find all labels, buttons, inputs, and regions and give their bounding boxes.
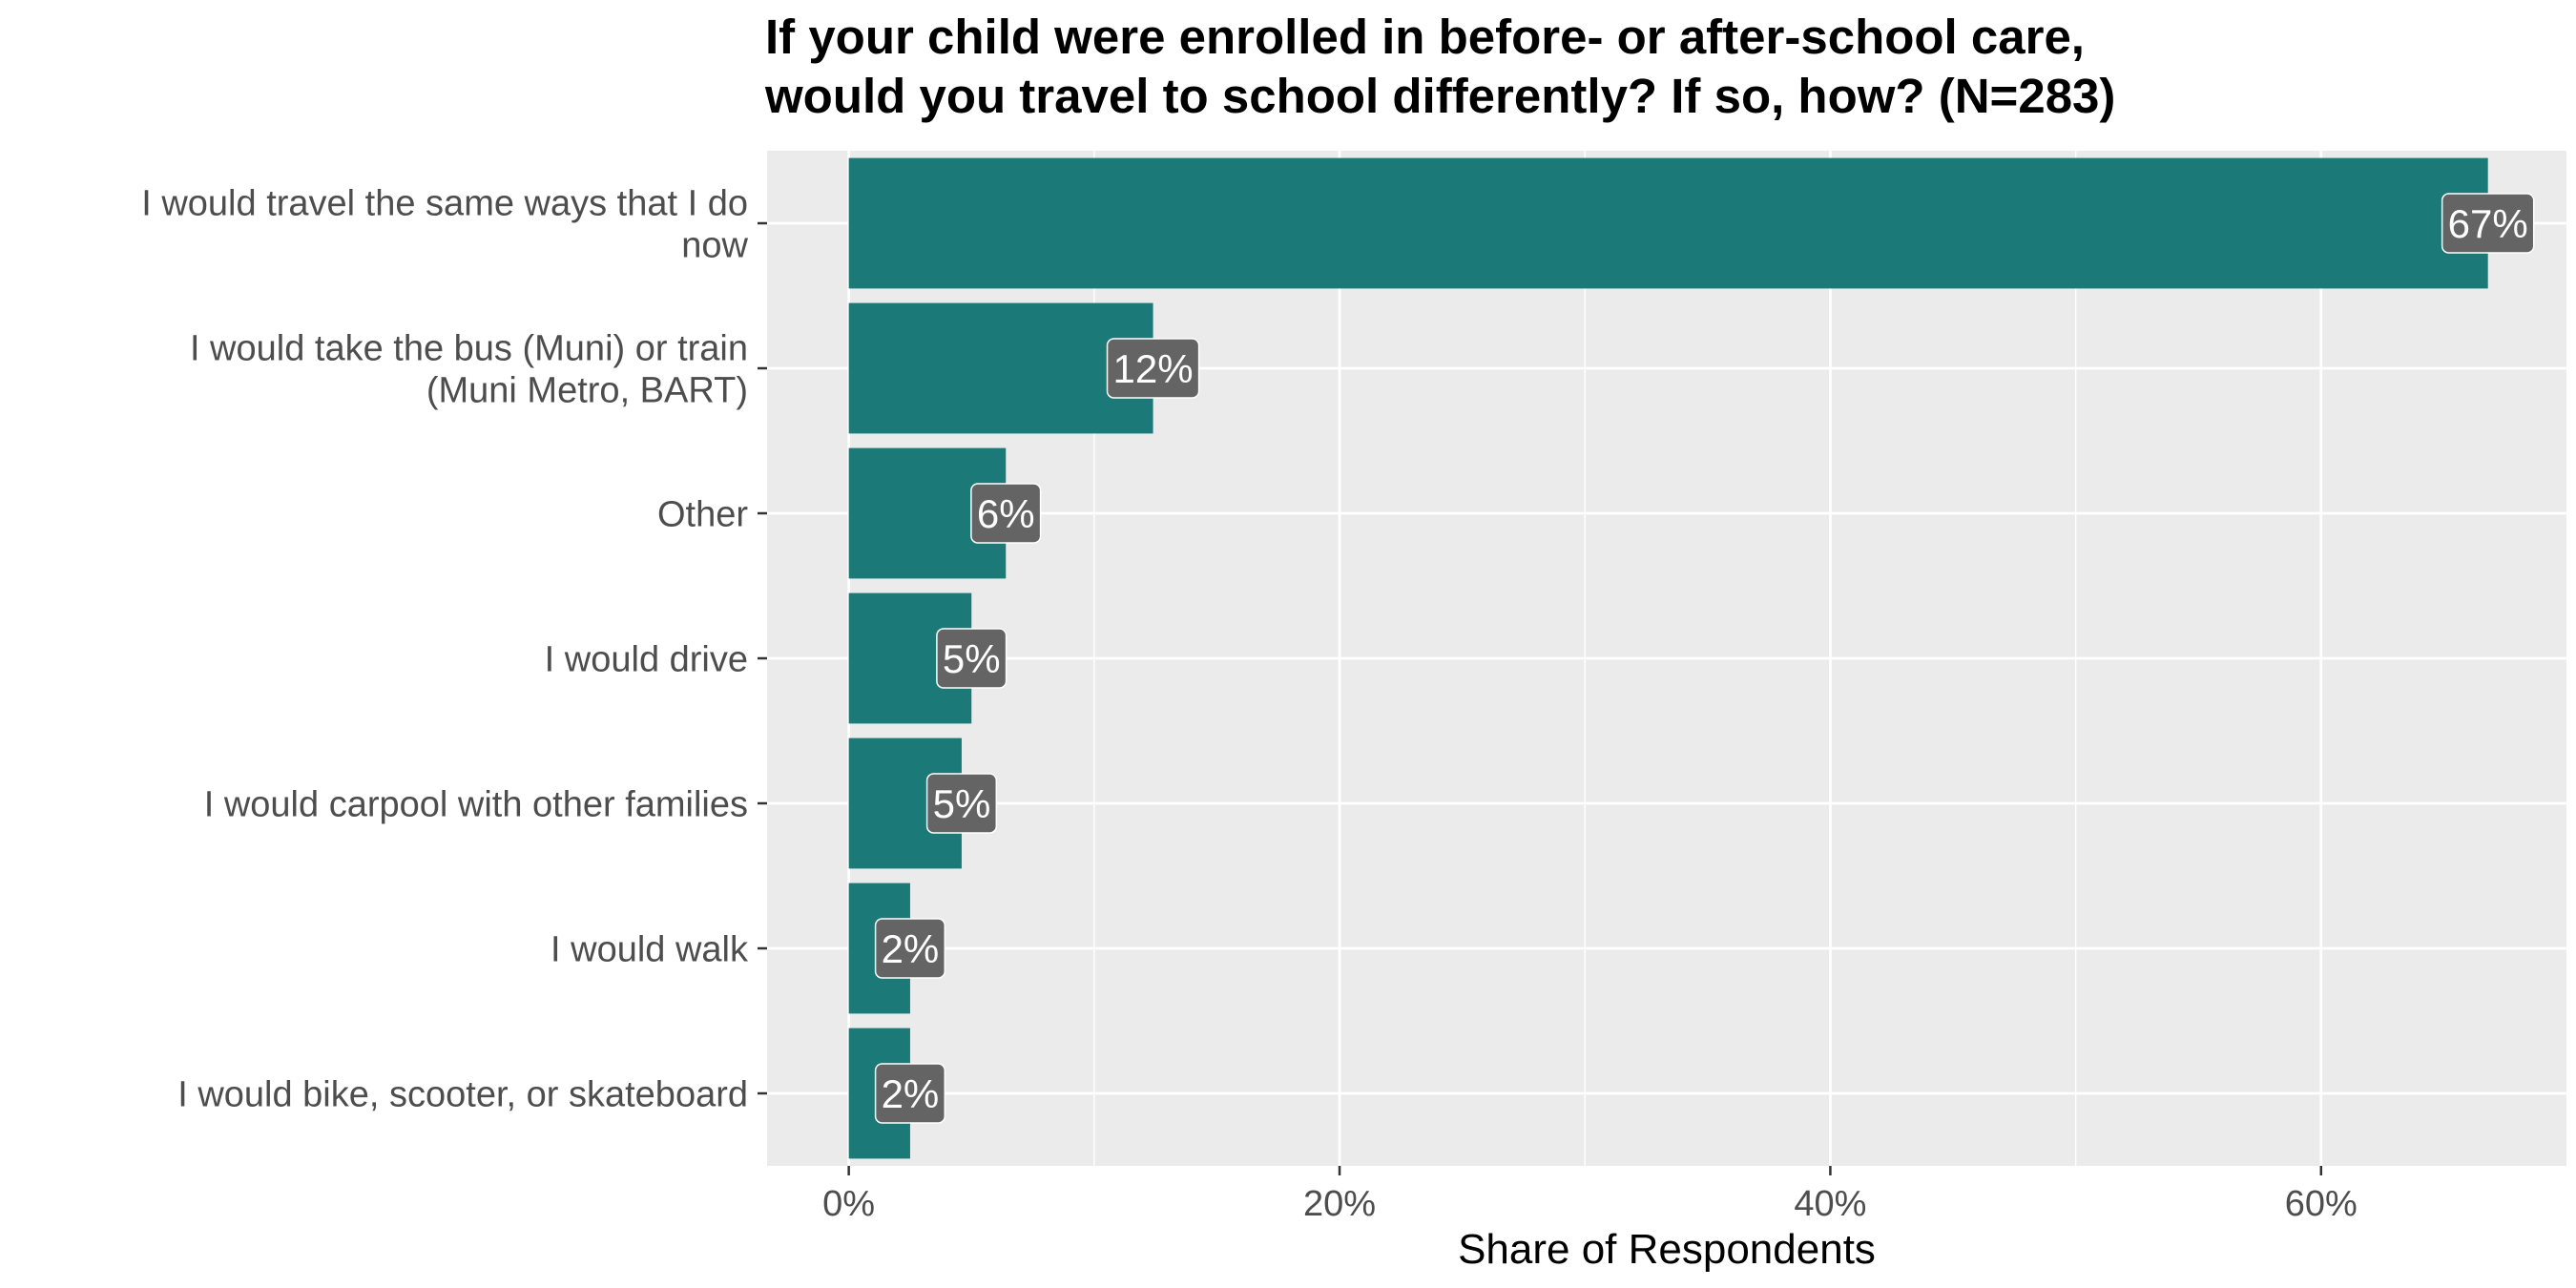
y-tick-label: I would travel the same ways that I do bbox=[141, 183, 748, 223]
data-label: 5% bbox=[933, 781, 991, 826]
chart-title-line-1: If your child were enrolled in before- o… bbox=[765, 10, 2085, 64]
y-tick-label: I would walk bbox=[551, 929, 749, 969]
data-label-box bbox=[925, 773, 998, 834]
x-tick-label: 40% bbox=[1794, 1184, 1866, 1224]
y-tick-label: I would drive bbox=[545, 639, 748, 679]
y-tick-label: I would carpool with other families bbox=[204, 784, 748, 824]
data-label: 5% bbox=[943, 636, 1001, 681]
data-label: 2% bbox=[882, 926, 940, 971]
data-label-box bbox=[874, 1063, 946, 1124]
x-tick-label: 0% bbox=[822, 1184, 875, 1224]
x-tick-label: 60% bbox=[2285, 1184, 2358, 1224]
data-label-box bbox=[874, 918, 946, 979]
y-tick-label: (Muni Metro, BART) bbox=[426, 370, 748, 410]
bar bbox=[848, 157, 2488, 289]
data-label: 67% bbox=[2448, 201, 2528, 246]
data-label-box bbox=[1106, 338, 1200, 399]
data-label-box bbox=[936, 628, 1008, 689]
data-label: 2% bbox=[882, 1071, 940, 1116]
data-label: 6% bbox=[977, 491, 1035, 536]
chart-title-line-2: would you travel to school differently? … bbox=[765, 69, 2116, 123]
x-axis-title: Share of Respondents bbox=[1458, 1226, 1876, 1273]
bar bbox=[848, 302, 1153, 434]
y-tick-label: I would bike, scooter, or skateboard bbox=[177, 1074, 748, 1114]
data-label-box bbox=[2441, 193, 2535, 254]
y-tick-label: Other bbox=[657, 494, 748, 534]
data-label: 12% bbox=[1113, 346, 1194, 391]
y-tick-label: I would take the bus (Muni) or train bbox=[190, 328, 748, 368]
data-label-box bbox=[970, 483, 1042, 544]
y-tick-label: now bbox=[681, 225, 748, 265]
x-tick-label: 20% bbox=[1303, 1184, 1376, 1224]
chart-title: If your child were enrolled in before- o… bbox=[765, 8, 2115, 126]
